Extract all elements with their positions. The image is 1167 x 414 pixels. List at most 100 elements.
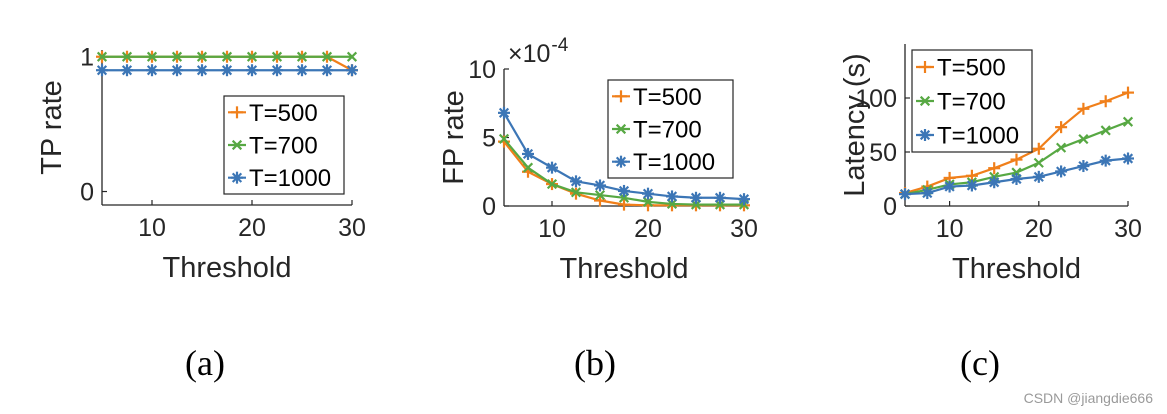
data-point bbox=[570, 175, 582, 188]
legend-marker bbox=[919, 129, 931, 141]
data-point bbox=[296, 64, 308, 77]
data-point bbox=[296, 51, 308, 62]
data-point bbox=[171, 64, 183, 77]
legend-label: T=1000 bbox=[937, 123, 1019, 150]
data-point bbox=[1077, 102, 1090, 115]
data-point bbox=[943, 180, 956, 193]
legend: T=500 T=700 T=1000 bbox=[911, 49, 1033, 153]
x-axis-title: Threshold bbox=[163, 252, 292, 284]
data-point bbox=[1033, 157, 1044, 168]
y-axis-title: FP rate bbox=[438, 90, 470, 185]
data-point bbox=[594, 189, 606, 201]
data-point bbox=[1077, 160, 1090, 173]
y-tick-label: 10 bbox=[468, 56, 496, 84]
data-point bbox=[346, 51, 358, 62]
data-point bbox=[498, 133, 510, 144]
legend-item-t-1000: T=1000 bbox=[228, 165, 331, 192]
data-point bbox=[642, 187, 654, 200]
series-t-700 bbox=[96, 51, 358, 62]
data-point bbox=[146, 51, 158, 62]
legend-marker bbox=[615, 123, 627, 135]
x-tick-label: 20 bbox=[238, 214, 266, 242]
data-point bbox=[1010, 173, 1023, 185]
data-point bbox=[221, 51, 233, 62]
data-point bbox=[271, 51, 283, 62]
legend-marker bbox=[919, 95, 931, 107]
data-point bbox=[965, 179, 978, 192]
data-point bbox=[1032, 142, 1045, 155]
data-point bbox=[1122, 116, 1134, 127]
x-axis-title: Threshold bbox=[560, 253, 689, 285]
legend-item-t-500: T=500 bbox=[228, 100, 318, 127]
legend-label: T=700 bbox=[249, 133, 318, 160]
data-point bbox=[921, 187, 934, 200]
data-point bbox=[346, 64, 358, 77]
y-tick-label: 1 bbox=[80, 44, 94, 72]
data-point bbox=[321, 51, 333, 62]
data-point bbox=[666, 198, 678, 210]
y-axis-title: Latency (s) bbox=[839, 53, 871, 196]
data-point bbox=[666, 190, 678, 203]
data-point bbox=[196, 64, 208, 77]
data-point bbox=[642, 196, 654, 207]
data-point bbox=[1056, 142, 1067, 153]
series-t-1000 bbox=[899, 152, 1134, 201]
data-point bbox=[96, 51, 108, 62]
data-point bbox=[988, 162, 1001, 175]
legend-marker bbox=[231, 139, 243, 151]
data-point bbox=[271, 64, 283, 77]
y-tick-label: 0 bbox=[482, 193, 496, 221]
data-point bbox=[321, 64, 333, 77]
data-point bbox=[171, 51, 183, 62]
legend-label: T=500 bbox=[633, 84, 702, 111]
x-tick-label: 10 bbox=[936, 215, 964, 243]
data-point bbox=[1100, 125, 1111, 136]
data-point bbox=[546, 178, 558, 190]
legend-item-t-500: T=500 bbox=[612, 84, 702, 111]
data-point bbox=[618, 184, 630, 197]
y-axis-exponent-power: -4 bbox=[551, 35, 568, 56]
data-point bbox=[121, 51, 133, 62]
x-axis-title: Threshold bbox=[952, 253, 1081, 285]
data-point bbox=[196, 51, 208, 62]
data-point bbox=[1099, 154, 1112, 167]
legend-item-t-700: T=700 bbox=[612, 117, 702, 144]
x-tick-label: 10 bbox=[538, 215, 566, 243]
chart-panel-a: 10 20 30 0 1 Threshold TP rate T=500 T=700 T=1000… bbox=[36, 44, 366, 383]
y-tick-label: 50 bbox=[869, 139, 897, 167]
legend-item-t-700: T=700 bbox=[228, 133, 318, 160]
watermark: CSDN @jiangdie666 bbox=[1023, 390, 1153, 406]
legend-marker bbox=[919, 61, 931, 73]
legend-label: T=500 bbox=[937, 55, 1006, 82]
y-tick-label: 0 bbox=[883, 193, 897, 221]
data-point bbox=[1122, 152, 1134, 165]
panel-caption: (c) bbox=[960, 343, 1000, 383]
data-point bbox=[714, 191, 726, 204]
data-point bbox=[1122, 86, 1134, 99]
y-axis-title: TP rate bbox=[36, 80, 68, 175]
data-point bbox=[246, 64, 258, 77]
data-point bbox=[1055, 121, 1068, 134]
data-point bbox=[1099, 95, 1112, 108]
x-tick-label: 30 bbox=[730, 215, 758, 243]
data-point bbox=[1055, 165, 1068, 178]
legend-marker bbox=[231, 171, 243, 184]
data-point bbox=[546, 161, 558, 174]
legend-label: T=500 bbox=[249, 100, 318, 127]
data-point bbox=[221, 64, 233, 77]
data-point bbox=[96, 64, 108, 77]
legend-label: T=1000 bbox=[249, 165, 331, 192]
x-tick-label: 10 bbox=[138, 214, 166, 242]
data-point bbox=[1078, 133, 1089, 145]
data-point bbox=[522, 147, 534, 160]
data-point bbox=[690, 191, 702, 204]
data-point bbox=[1010, 153, 1023, 166]
x-tick-label: 20 bbox=[1025, 215, 1053, 243]
chart-panel-b: 10 20 30 0 5 10 ×10 -4 Threshold FP rate T=500 T=70… bbox=[438, 35, 758, 383]
data-point bbox=[570, 187, 582, 198]
legend-marker bbox=[615, 90, 627, 103]
data-point bbox=[522, 162, 534, 173]
data-point bbox=[1032, 170, 1045, 183]
data-point bbox=[498, 106, 510, 119]
